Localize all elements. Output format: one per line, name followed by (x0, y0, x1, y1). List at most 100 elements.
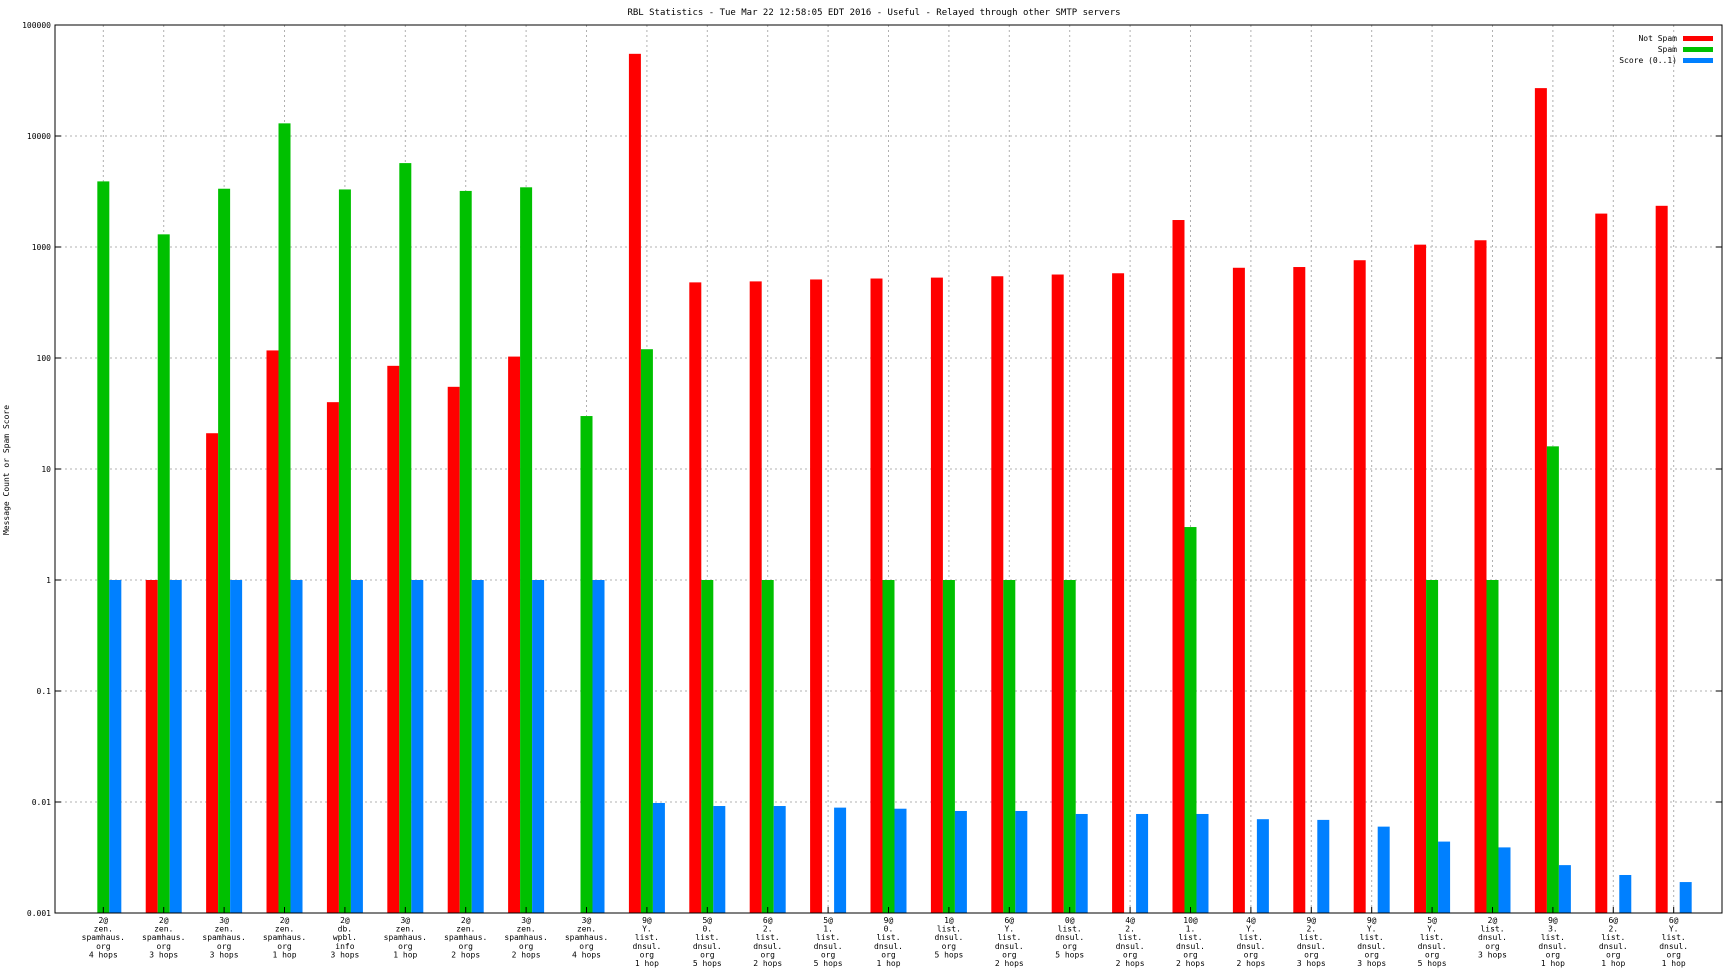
bar-spam (1426, 580, 1439, 913)
bar-not-spam (991, 276, 1004, 913)
x-category-label: 2@ zen. spamhaus. org 1 hop (263, 916, 306, 959)
x-category-label-line: 3 hops (1478, 950, 1507, 959)
legend-label: Spam (1658, 45, 1677, 54)
x-category-label: 6@ Y. list. dnsul. org 2 hops (995, 916, 1024, 968)
x-category-label-line: 5@ (823, 916, 833, 925)
bar-not-spam (810, 279, 823, 914)
x-category-label-line: dnsul. (753, 942, 782, 951)
bar-score-0-1 (1075, 813, 1088, 913)
x-category-label: 3@ zen. spamhaus. org 3 hops (202, 916, 245, 959)
bar-spam (1546, 446, 1559, 913)
x-category-label-line: dnsul. (934, 933, 963, 942)
y-tick-label: 100000 (22, 21, 51, 30)
x-category-label: 5@ 1. list. dnsul. org 5 hops (814, 916, 843, 968)
x-category-label-line: 3@ (582, 916, 592, 925)
x-category-label-line: 2. (1608, 925, 1618, 934)
x-category-label-line: Y. (1669, 925, 1679, 934)
x-category-label-line: zen. (275, 925, 294, 934)
bar-not-spam (1353, 260, 1366, 914)
x-category-label-line: 2 hops (1176, 959, 1205, 968)
bar-score-0-1 (592, 580, 605, 913)
x-category-label-line: spamhaus. (504, 933, 547, 942)
x-category-label-line: org (96, 942, 111, 951)
x-category-label-line: org (1364, 950, 1379, 959)
x-category-label: 9@ 3. list. dnsul. org 1 hop (1538, 916, 1567, 968)
x-category-label: 5@ Y. list. dnsul. org 5 hops (1418, 916, 1447, 968)
x-category-label-line: 1 hop (876, 959, 900, 968)
x-category-label-line: dnsul. (1236, 942, 1265, 951)
bar-spam (640, 349, 653, 914)
bar-spam (278, 123, 291, 914)
x-category-label-line: list. (1662, 933, 1686, 942)
x-category-label-line: 5@ (702, 916, 712, 925)
x-category-label: 2@ zen. spamhaus. org 2 hops (444, 916, 487, 959)
x-category-label-line: spamhaus. (444, 933, 487, 942)
x-category-label-line: zen. (456, 925, 475, 934)
x-category-label-line: 1. (823, 925, 833, 934)
x-category-label-line: list. (1541, 933, 1565, 942)
bar-score-0-1 (1015, 810, 1028, 913)
bar-score-0-1 (109, 580, 122, 913)
x-category-label-line: 3 hops (149, 950, 178, 959)
x-category-label-line: dnsul. (693, 942, 722, 951)
x-category-label-line: 2 hops (1236, 959, 1265, 968)
legend-swatch (1683, 36, 1713, 41)
x-category-label-line: 1@ (944, 916, 954, 925)
x-category-label-line: org (640, 950, 655, 959)
x-category-label-line: 2 hops (995, 959, 1024, 968)
bar-score-0-1 (1498, 847, 1511, 913)
bar-not-spam (1293, 267, 1306, 913)
x-category-label: 5@ 0. list. dnsul. org 5 hops (693, 916, 722, 968)
x-category-label-line: dnsul. (1599, 942, 1628, 951)
bar-score-0-1 (411, 580, 424, 913)
x-category-label-line: list. (1360, 933, 1384, 942)
y-tick-label: 1 (46, 576, 51, 585)
x-category-label-line: 0@ (1065, 916, 1075, 925)
x-category-label-line: 3 hops (330, 950, 359, 959)
x-category-label-line: 3 hops (1357, 959, 1386, 968)
bar-spam (97, 181, 110, 913)
x-category-label-line: org (881, 950, 896, 959)
x-category-label-line: 9@ (1548, 916, 1558, 925)
x-category-label-line: org (942, 942, 957, 951)
x-category-label-line: zen. (154, 925, 173, 934)
x-category-label-line: 5@ (1427, 916, 1437, 925)
bar-spam (157, 234, 170, 914)
bar-score-0-1 (834, 807, 847, 913)
x-category-label-line: 2@ (1488, 916, 1498, 925)
bar-score-0-1 (713, 806, 726, 913)
x-category-label-line: zen. (516, 925, 535, 934)
bar-spam (399, 163, 412, 914)
x-category-label-line: 3. (1548, 925, 1558, 934)
x-category-label-line: list. (1299, 933, 1323, 942)
x-category-label-line: 1 hop (1541, 959, 1565, 968)
legend-swatch (1683, 58, 1713, 63)
x-category-label-line: 6@ (1004, 916, 1014, 925)
x-category-label-line: 1. (1186, 925, 1196, 934)
x-category-label-line: 1 hop (1601, 959, 1625, 968)
x-category-label-line: 4@ (1246, 916, 1256, 925)
x-category-label: 3@ zen. spamhaus. org 2 hops (504, 916, 547, 959)
x-category-label-line: org (1062, 942, 1077, 951)
x-category-label-line: 4 hops (572, 950, 601, 959)
x-category-label: 9@ Y. list. dnsul. org 1 hop (632, 916, 661, 968)
bars (97, 53, 1692, 914)
x-category-label: 2@ db. wpbl. info 3 hops (330, 916, 359, 959)
x-category-label: 4@ Y. list. dnsul. org 2 hops (1236, 916, 1265, 968)
bar-not-spam (1655, 205, 1668, 913)
x-category-label-line: org (1002, 950, 1017, 959)
x-category-label-line: list. (1239, 933, 1263, 942)
bar-spam (942, 580, 955, 913)
bar-not-spam (1172, 220, 1185, 913)
bar-score-0-1 (1679, 882, 1692, 913)
bar-not-spam (206, 433, 219, 913)
x-category-label-line: list. (1420, 933, 1444, 942)
x-category-label-line: 3@ (400, 916, 410, 925)
bar-score-0-1 (169, 580, 182, 913)
legend-swatch (1683, 47, 1713, 52)
x-category-label-line: 2@ (461, 916, 471, 925)
bar-spam (882, 580, 895, 913)
x-category-label-line: Y. (1427, 925, 1437, 934)
